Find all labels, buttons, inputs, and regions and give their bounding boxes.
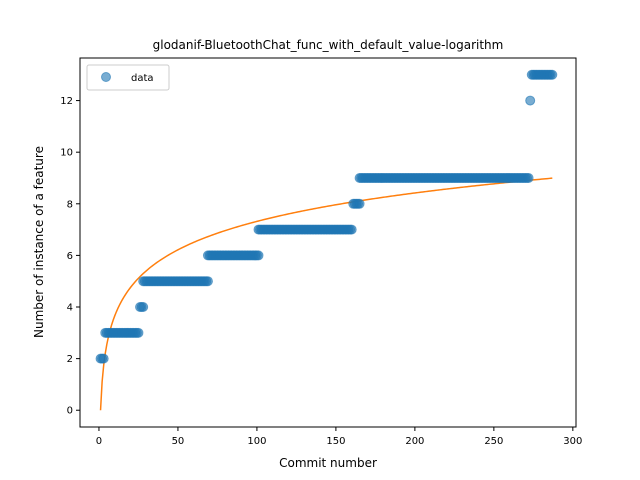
data-point bbox=[202, 276, 213, 287]
legend-frame bbox=[86, 64, 170, 91]
x-tick-label: 150 bbox=[326, 436, 345, 447]
data-point bbox=[98, 353, 109, 364]
y-tick-label: 6 bbox=[67, 251, 73, 262]
x-axis-ticks: 0 50 100 150 200 250 300 bbox=[96, 427, 582, 447]
data-point bbox=[253, 250, 264, 261]
x-tick-label: 0 bbox=[96, 436, 102, 447]
legend-label-data: data bbox=[131, 73, 154, 84]
y-tick-label: 8 bbox=[67, 199, 73, 210]
legend: data bbox=[86, 64, 170, 91]
x-tick-label: 50 bbox=[172, 436, 185, 447]
data-point bbox=[346, 224, 357, 235]
x-axis-label: Commit number bbox=[279, 456, 377, 470]
x-tick-label: 100 bbox=[247, 436, 266, 447]
data-point bbox=[138, 302, 149, 313]
y-tick-label: 10 bbox=[60, 148, 73, 159]
y-axis-ticks: 0 2 4 6 8 10 12 bbox=[60, 96, 80, 417]
fit-line bbox=[99, 177, 553, 411]
data-point bbox=[523, 172, 534, 183]
y-tick-label: 12 bbox=[60, 96, 73, 107]
data-point bbox=[547, 69, 558, 80]
y-axis-label: Number of instance of a feature bbox=[32, 146, 46, 338]
fit-layer bbox=[99, 177, 553, 411]
y-tick-label: 4 bbox=[67, 303, 73, 314]
data-point bbox=[133, 327, 144, 338]
plot-frame bbox=[79, 57, 577, 428]
chart-title: glodanif-BluetoothChat_func_with_default… bbox=[153, 38, 504, 52]
x-tick-label: 200 bbox=[405, 436, 424, 447]
x-tick-label: 300 bbox=[563, 436, 582, 447]
y-tick-label: 2 bbox=[67, 354, 73, 365]
data-point bbox=[525, 95, 536, 106]
x-tick-label: 250 bbox=[484, 436, 503, 447]
legend-marker-data bbox=[101, 72, 111, 82]
data-point bbox=[354, 198, 365, 209]
plot-area bbox=[80, 58, 576, 427]
y-tick-label: 0 bbox=[67, 406, 73, 417]
points-layer bbox=[95, 69, 558, 364]
